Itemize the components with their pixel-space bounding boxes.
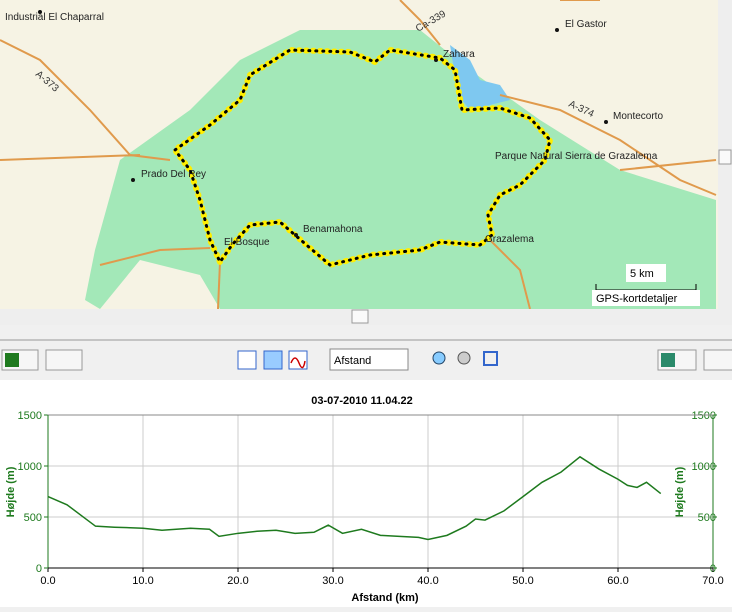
- y-axis-label: Højde (m): [5, 466, 17, 517]
- place-label: Parque Natural Sierra de Grazalema: [495, 151, 658, 162]
- y-tick-label: 1500: [18, 410, 42, 422]
- place-label: Montecorto: [613, 111, 663, 122]
- band-tool[interactable]: [263, 350, 283, 370]
- fill-swatch: [661, 353, 675, 367]
- zoom-out[interactable]: [457, 351, 471, 365]
- place-label: El Bosque: [224, 237, 270, 248]
- place-label: Industrial El Chaparral: [5, 12, 104, 23]
- h-thumb[interactable]: [351, 309, 369, 324]
- x-tick-label: 30.0: [322, 575, 343, 587]
- x-tick-label: 50.0: [512, 575, 533, 587]
- place-label: Zahara: [443, 49, 475, 60]
- y2-tick-label: 1500: [692, 410, 716, 422]
- curve-icon: [290, 357, 306, 369]
- y-tick-label: 1000: [18, 461, 42, 473]
- x-tick-label: 60.0: [607, 575, 628, 587]
- place-label: Prado Del Rey: [141, 169, 206, 180]
- attribution-box: [592, 290, 700, 306]
- y2-tick-label: 500: [698, 512, 716, 524]
- x-tick-label: 20.0: [227, 575, 248, 587]
- scale-box: [626, 264, 666, 282]
- reservoir: [450, 45, 510, 110]
- y-tick-label: 0: [36, 563, 42, 575]
- v-thumb[interactable]: [718, 149, 732, 165]
- x-axis-label: Afstand (km): [351, 592, 419, 604]
- dropdown-button[interactable]: [703, 349, 732, 371]
- x-tick-label: 10.0: [132, 575, 153, 587]
- roads: [0, 0, 717, 310]
- crosshair-tool[interactable]: [237, 350, 257, 370]
- place-label: Benamahona: [303, 224, 363, 235]
- x-tick-label: 0.0: [40, 575, 55, 587]
- axis-select[interactable]: [329, 348, 409, 371]
- attribution: GPS-kortdetaljer: [596, 293, 678, 305]
- scale-label: 5 km: [630, 268, 654, 280]
- axis-select-label: Afstand: [334, 355, 371, 367]
- place-label: Grazalema: [485, 234, 534, 245]
- dropdown-button[interactable]: [45, 349, 83, 371]
- y2-axis-label: Højde (m): [674, 466, 686, 517]
- y-tick-label: 500: [24, 512, 42, 524]
- place-dots: [38, 10, 608, 237]
- elevation-line: [47, 455, 662, 541]
- chart-panel: [0, 380, 732, 607]
- chart-title: 03-07-2010 11.04.22: [311, 395, 413, 407]
- zoom-fit[interactable]: [483, 351, 498, 366]
- y2-tick-label: 1000: [692, 461, 716, 473]
- x-tick-label: 70.0: [702, 575, 723, 587]
- x-tick-label: 40.0: [417, 575, 438, 587]
- zoom-in[interactable]: [432, 351, 446, 365]
- color-swatch: [5, 353, 19, 367]
- route-points: [172, 48, 552, 267]
- place-label: El Gastor: [565, 19, 607, 30]
